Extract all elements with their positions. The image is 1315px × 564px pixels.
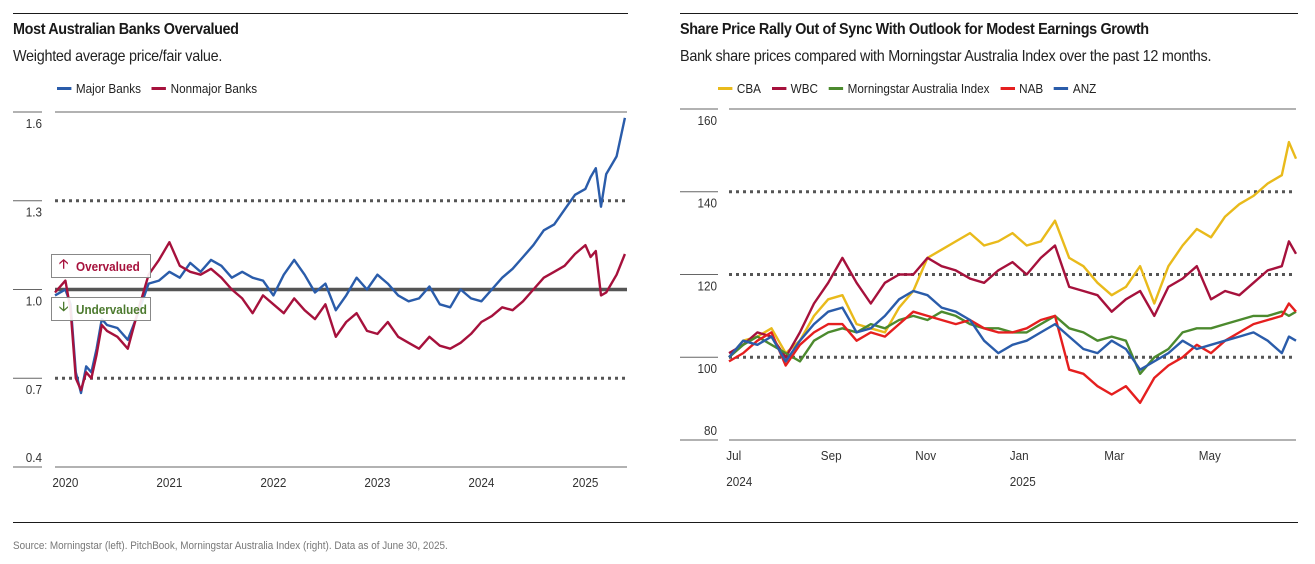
y-tick-label: 0.7 — [26, 383, 42, 398]
series-line-nonmajor-banks — [54, 240, 627, 392]
right-chart-legend: CBA WBC Morningstar Australia Index NAB … — [718, 81, 1096, 96]
x-tick-sublabel: 2025 — [1010, 474, 1036, 489]
legend-item-anz: ANZ — [1054, 81, 1096, 96]
y-tick-label: 140 — [697, 196, 717, 211]
legend-item-index: Morningstar Australia Index — [828, 81, 990, 96]
right-chart-title: Share Price Rally Out of Sync With Outlo… — [680, 21, 1149, 38]
x-tick-label: 2023 — [364, 475, 390, 490]
y-tick-label: 120 — [697, 279, 717, 294]
legend-swatch — [151, 87, 167, 90]
source-note: Source: Morningstar (left). PitchBook, M… — [13, 540, 448, 552]
x-tick-label: 2025 — [572, 475, 598, 490]
legend-swatch — [828, 87, 844, 90]
x-tick-sublabel: 2024 — [726, 474, 752, 489]
legend-item-cba: CBA — [718, 81, 761, 96]
undervalued-annotation: 🡣 Undervalued — [51, 297, 151, 321]
legend-label: ANZ — [1072, 81, 1097, 96]
x-tick-label: Jul — [726, 448, 741, 463]
legend-swatch — [771, 87, 787, 90]
legend-label: CBA — [736, 81, 761, 96]
left-chart-plot: 1.6 1.3 1.0 0.7 0.4 2020 2021 2022 2023 2024 2025 — [13, 111, 627, 490]
right-chart-subtitle: Bank share prices compared with Mornings… — [680, 48, 1212, 65]
y-tick-label: 160 — [697, 113, 717, 128]
legend-item-wbc: WBC — [771, 81, 818, 96]
legend-item-nab: NAB — [1000, 81, 1043, 96]
legend-swatch — [57, 87, 72, 90]
legend-label: WBC — [790, 81, 818, 96]
left-chart-top-rule — [13, 13, 628, 14]
x-tick-label: 2022 — [260, 475, 286, 490]
left-chart-title: Most Australian Banks Overvalued — [13, 21, 239, 38]
legend-swatch — [1000, 87, 1015, 90]
y-tick-label: 1.3 — [26, 205, 42, 220]
legend-label: Nonmajor Banks — [170, 81, 258, 96]
legend-label: Morningstar Australia Index — [847, 81, 990, 96]
arrow-down-icon: 🡣 — [59, 299, 69, 314]
right-chart-plot: 160 140 120 100 80 Jul 2024 Sep Nov Jan 2025 Mar May — [680, 108, 1298, 489]
y-tick-label: 100 — [697, 362, 717, 377]
x-tick-label: 2020 — [52, 475, 78, 490]
series-line-anz — [728, 289, 1297, 371]
overvalued-annotation: 🡡 Overvalued — [51, 254, 151, 278]
x-tick-label: Mar — [1104, 448, 1124, 463]
legend-label: NAB — [1019, 81, 1044, 96]
series-line-cba — [728, 140, 1298, 359]
y-tick-label: 1.0 — [26, 294, 42, 309]
overvalued-label: Overvalued — [76, 258, 141, 274]
y-tick-label: 0.4 — [26, 450, 42, 465]
footer-rule — [13, 522, 1298, 523]
x-tick-label: 2024 — [468, 475, 494, 490]
arrow-up-icon: 🡡 — [59, 256, 69, 271]
legend-label: Major Banks — [75, 81, 141, 96]
undervalued-label: Undervalued — [76, 301, 148, 317]
legend-swatch — [1054, 87, 1069, 90]
legend-item-nonmajor-banks: Nonmajor Banks — [151, 81, 258, 96]
left-chart-legend: Major Banks Nonmajor Banks — [57, 81, 257, 96]
legend-item-major-banks: Major Banks — [57, 81, 141, 96]
series-line-morningstar-australia-index — [728, 310, 1297, 375]
x-tick-label: Nov — [915, 448, 937, 463]
legend-swatch — [718, 87, 733, 90]
x-tick-label: May — [1199, 448, 1222, 463]
y-tick-label: 1.6 — [26, 116, 42, 131]
x-tick-label: 2021 — [156, 475, 182, 490]
y-tick-label: 80 — [704, 423, 717, 438]
left-chart-subtitle: Weighted average price/fair value. — [13, 48, 223, 65]
right-chart-top-rule — [680, 13, 1298, 14]
series-line-wbc — [728, 240, 1298, 359]
series-line-major-banks — [54, 117, 627, 395]
x-tick-label: Jan — [1010, 448, 1029, 463]
x-tick-label: Sep — [821, 448, 842, 463]
series-line-nab — [728, 302, 1297, 404]
